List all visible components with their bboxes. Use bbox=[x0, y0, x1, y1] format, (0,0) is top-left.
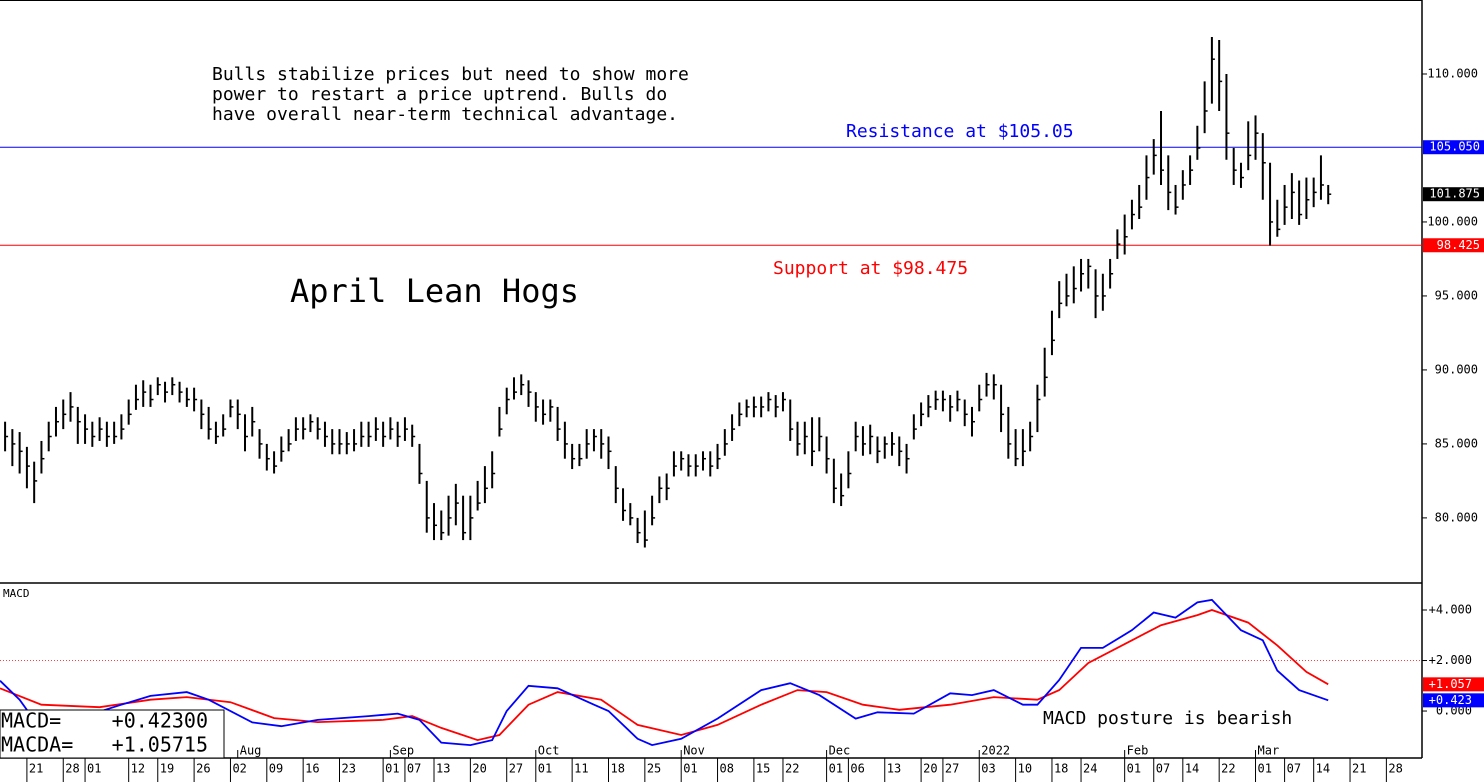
x-tick-label: 01 bbox=[683, 762, 697, 776]
y-tick-label: 100.000 bbox=[1427, 214, 1478, 228]
macd-badge-label: +0.423 bbox=[1429, 693, 1472, 707]
x-tick-label: 28 bbox=[65, 762, 79, 776]
x-tick-label: 23 bbox=[342, 762, 356, 776]
x-tick-label: 01 bbox=[385, 762, 399, 776]
x-tick-label: 07 bbox=[1287, 762, 1301, 776]
x-tick-label: 18 bbox=[1054, 762, 1068, 776]
x-tick-label: 11 bbox=[574, 762, 588, 776]
level-badge-label: 105.050 bbox=[1429, 140, 1480, 154]
month-label: 2022 bbox=[981, 744, 1010, 758]
macd-title: MACD bbox=[3, 587, 30, 600]
last-badge-label: 101.875 bbox=[1429, 187, 1480, 201]
x-tick-label: 24 bbox=[1083, 762, 1097, 776]
x-tick-label: 08 bbox=[720, 762, 734, 776]
x-tick-label: 20 bbox=[472, 762, 486, 776]
x-tick-label: 01 bbox=[87, 762, 101, 776]
month-label: Oct bbox=[538, 744, 560, 758]
support-label: Support at $98.475 bbox=[773, 258, 968, 279]
x-tick-label: 14 bbox=[1185, 762, 1199, 776]
x-tick-label: 03 bbox=[981, 762, 995, 776]
readout-box bbox=[0, 709, 225, 759]
x-tick-label: 25 bbox=[647, 762, 661, 776]
chart-title: April Lean Hogs bbox=[290, 272, 579, 310]
macd-badge bbox=[1423, 693, 1484, 708]
macd-line bbox=[0, 598, 1329, 747]
y-tick-label: 110.000 bbox=[1427, 66, 1478, 80]
x-tick-label: 21 bbox=[29, 762, 43, 776]
x-tick-label: 09 bbox=[269, 762, 283, 776]
readout-value: +1.05715 bbox=[112, 733, 208, 757]
macd-badge bbox=[1423, 677, 1484, 692]
month-label: Mar bbox=[1258, 744, 1280, 758]
x-tick-label: 18 bbox=[610, 762, 624, 776]
resistance-label: Resistance at $105.05 bbox=[846, 121, 1074, 142]
readout-name: MACD= bbox=[1, 709, 61, 733]
x-tick-label: 22 bbox=[785, 762, 799, 776]
x-tick-label: 02 bbox=[232, 762, 246, 776]
x-tick-label: 06 bbox=[850, 762, 864, 776]
annotation: have overall near-term technical advanta… bbox=[212, 104, 678, 125]
annotation: power to restart a price uptrend. Bulls … bbox=[212, 84, 667, 105]
x-tick-label: 15 bbox=[756, 762, 770, 776]
month-label: Feb bbox=[1127, 744, 1149, 758]
x-tick-label: 01 bbox=[538, 762, 552, 776]
month-label: Dec bbox=[829, 744, 851, 758]
month-label: Aug bbox=[240, 744, 262, 758]
x-tick-label: 01 bbox=[1127, 762, 1141, 776]
y2-tick-label: +2.000 bbox=[1429, 653, 1472, 667]
x-tick-label: 16 bbox=[305, 762, 319, 776]
level-badge bbox=[1423, 238, 1484, 253]
level-badge-label: 98.425 bbox=[1437, 238, 1480, 252]
x-tick-label: 14 bbox=[1316, 762, 1330, 776]
last-badge bbox=[1423, 187, 1484, 202]
readout-value: +0.42300 bbox=[112, 709, 208, 733]
macd-note: MACD posture is bearish bbox=[1043, 708, 1292, 729]
x-tick-label: 27 bbox=[945, 762, 959, 776]
y-tick-label: 80.000 bbox=[1435, 510, 1478, 524]
macd-line bbox=[0, 609, 1329, 742]
macd-badge-label: +1.057 bbox=[1429, 677, 1472, 691]
x-tick-label: 20 bbox=[923, 762, 937, 776]
plot-layer bbox=[0, 0, 1423, 759]
y-tick-label: 95.000 bbox=[1435, 288, 1478, 302]
x-tick-label: 19 bbox=[160, 762, 174, 776]
x-tick-label: 07 bbox=[1156, 762, 1170, 776]
x-tick-label: 07 bbox=[407, 762, 421, 776]
level-badge bbox=[1423, 140, 1484, 155]
month-label: Nov bbox=[683, 744, 705, 758]
x-tick-label: 13 bbox=[887, 762, 901, 776]
annotation: Bulls stabilize prices but need to show … bbox=[212, 64, 689, 85]
x-tick-label: 01 bbox=[829, 762, 843, 776]
x-tick-label: 27 bbox=[509, 762, 523, 776]
x-tick-label: 28 bbox=[1388, 762, 1402, 776]
x-tick-label: 26 bbox=[196, 762, 210, 776]
x-tick-label: 22 bbox=[1221, 762, 1235, 776]
y-tick-label: 90.000 bbox=[1435, 362, 1478, 376]
x-tick-label: 10 bbox=[1018, 762, 1032, 776]
readout-name: MACDA= bbox=[1, 733, 73, 757]
y2-tick-label: +4.000 bbox=[1429, 603, 1472, 617]
x-tick-label: 12 bbox=[131, 762, 145, 776]
x-tick-label: 01 bbox=[1258, 762, 1272, 776]
x-tick-label: 13 bbox=[436, 762, 450, 776]
month-label: Sep bbox=[392, 744, 414, 758]
x-tick-label: 21 bbox=[1352, 762, 1366, 776]
y-tick-label: 85.000 bbox=[1435, 436, 1478, 450]
